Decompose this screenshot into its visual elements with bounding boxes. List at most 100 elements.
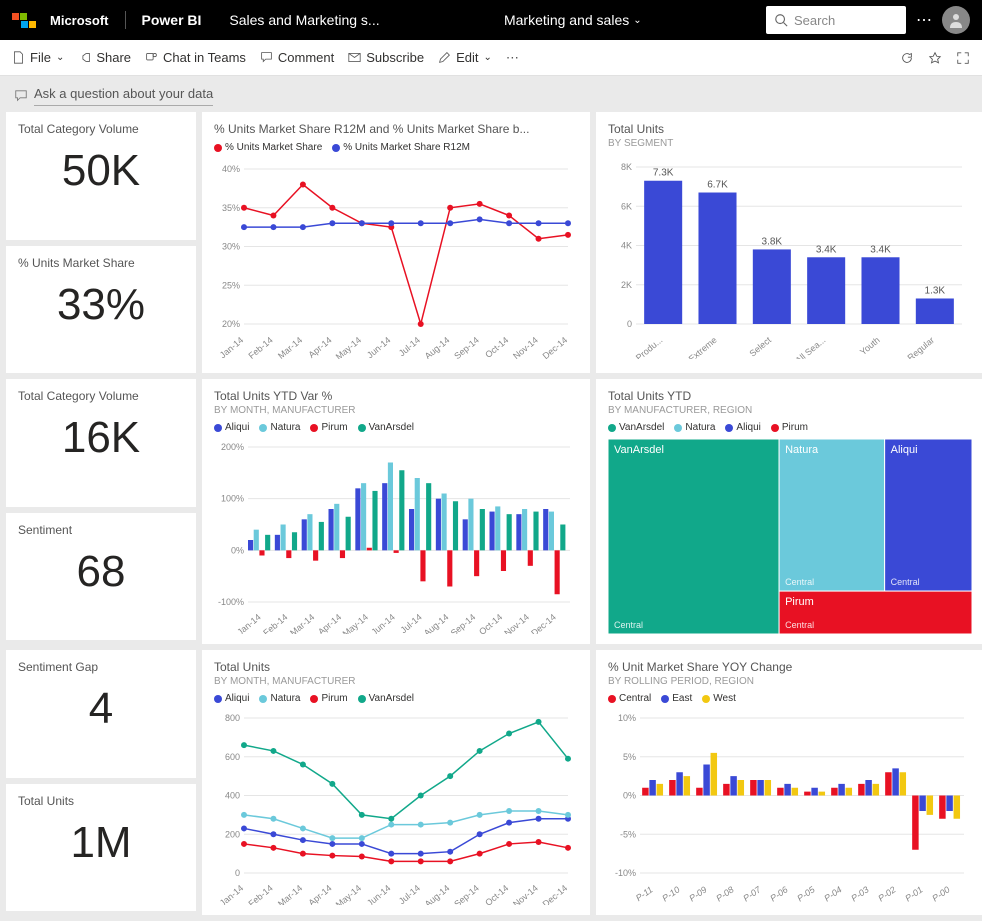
chart-legend: Aliqui Natura Pirum VanArsdel [214,693,578,704]
svg-text:Apr-14: Apr-14 [307,335,334,359]
more-menu[interactable]: ⋯ [506,50,519,66]
legend-item[interactable]: Pirum [310,693,347,704]
svg-text:Feb-14: Feb-14 [261,612,289,634]
grouped-bar-svg: -100%0%100%200%Jan-14Feb-14Mar-14Apr-14M… [214,439,578,634]
legend-item[interactable]: VanArsdel [358,693,414,704]
svg-text:0%: 0% [231,545,244,555]
qna-bar[interactable]: Ask a question about your data [0,76,982,112]
user-avatar[interactable] [942,6,970,34]
kpi-value: 68 [18,547,184,597]
brand: Microsoft Power BI Sales and Marketing s… [12,11,380,29]
chart-units-segment[interactable]: Total Units BY SEGMENT 02K4K6K8K7.3KProd… [596,112,982,373]
kpi-title: Sentiment Gap [18,660,184,674]
svg-text:Feb-14: Feb-14 [246,335,274,359]
legend-item[interactable]: East [661,693,692,704]
svg-text:5%: 5% [623,752,636,762]
legend-item[interactable]: Natura [259,693,300,704]
kpi-market-share[interactable]: % Units Market Share 33% [6,246,196,373]
more-options-button[interactable]: ⋯ [916,10,932,30]
svg-text:Nov-14: Nov-14 [502,612,531,634]
legend-item[interactable]: VanArsdel [358,422,414,433]
edit-button[interactable]: Edit ⌄ [438,50,492,65]
legend-item[interactable]: Natura [674,422,715,433]
legend-item[interactable]: VanArsdel [608,422,664,433]
svg-text:Central: Central [614,620,643,630]
svg-text:20%: 20% [222,319,240,329]
svg-text:3.8K: 3.8K [762,236,783,247]
svg-text:Jan-14: Jan-14 [218,335,246,359]
file-label: File [30,50,51,65]
file-menu[interactable]: File ⌄ [12,50,64,65]
workspace-title[interactable]: Sales and Marketing s... [229,12,379,28]
refresh-icon[interactable] [900,51,914,65]
chart-market-share-line[interactable]: % Units Market Share R12M and % Units Ma… [202,112,590,373]
page-selector[interactable]: Marketing and sales ⌄ [380,12,766,28]
search-placeholder: Search [794,13,835,28]
svg-text:Jul-14: Jul-14 [397,883,422,905]
chart-title: Total Units [608,122,972,136]
svg-text:400: 400 [225,791,240,801]
svg-text:Jan-14: Jan-14 [235,612,263,634]
svg-text:0%: 0% [623,791,636,801]
svg-text:40%: 40% [222,164,240,174]
chevron-down-icon: ⌄ [56,52,64,63]
svg-text:8K: 8K [621,162,632,172]
kpi-title: % Units Market Share [18,256,184,270]
search-icon [774,13,788,27]
chart-yoy-change[interactable]: % Unit Market Share YOY Change BY ROLLIN… [596,650,982,915]
legend-item[interactable]: Aliqui [214,693,249,704]
svg-text:10%: 10% [618,713,636,723]
comment-icon [260,51,273,64]
product-label[interactable]: Power BI [142,12,202,28]
chart-subtitle: BY MONTH, MANUFACTURER [214,405,578,416]
legend-item[interactable]: Pirum [771,422,808,433]
svg-text:Aliqui: Aliqui [891,444,918,456]
legend-item[interactable]: % Units Market Share [214,142,322,153]
kpi-value: 16K [18,413,184,463]
microsoft-logo-icon-row2 [21,21,36,28]
svg-text:6K: 6K [621,201,632,211]
kpi-value: 50K [18,146,184,196]
bar-chart-svg: 02K4K6K8K7.3KProdu...6.7KExtreme3.8KSele… [608,149,972,359]
svg-text:P-06: P-06 [768,884,789,903]
svg-text:Oct-14: Oct-14 [483,883,510,905]
kpi-value: 33% [18,280,184,330]
command-bar: File ⌄ Share Chat in Teams Comment Subsc… [0,40,982,76]
kpi-total-units[interactable]: Total Units 1M [6,784,196,911]
svg-text:Mar-14: Mar-14 [288,612,316,634]
kpi-sentiment[interactable]: Sentiment 68 [6,513,196,640]
kpi-title: Sentiment [18,523,184,537]
favorite-icon[interactable] [928,51,942,65]
chart-treemap-ytd[interactable]: Total Units YTD BY MANUFACTURER, REGION … [596,379,982,644]
svg-text:25%: 25% [222,280,240,290]
chat-teams-button[interactable]: Chat in Teams [145,50,246,65]
kpi-sentiment-gap[interactable]: Sentiment Gap 4 [6,650,196,778]
legend-item[interactable]: Aliqui [725,422,760,433]
legend-item[interactable]: Natura [259,422,300,433]
chart-title: Total Units YTD [608,389,972,403]
chat-label: Chat in Teams [163,50,246,65]
svg-text:Jun-14: Jun-14 [365,883,393,905]
kpi-total-category-volume-1[interactable]: Total Category Volume 50K [6,112,196,240]
chart-units-month[interactable]: Total Units BY MONTH, MANUFACTURER Aliqu… [202,650,590,915]
chart-ytd-var[interactable]: Total Units YTD Var % BY MONTH, MANUFACT… [202,379,590,644]
svg-text:Aug-14: Aug-14 [423,335,452,359]
legend-item[interactable]: Central [608,693,651,704]
line-chart-svg: 0200400600800Jan-14Feb-14Mar-14Apr-14May… [214,710,578,905]
legend-item[interactable]: % Units Market Share R12M [332,142,470,153]
kpi-title: Total Category Volume [18,122,184,136]
qna-text: Ask a question about your data [34,86,213,106]
svg-text:May-14: May-14 [334,335,363,359]
subscribe-button[interactable]: Subscribe [348,50,424,65]
kpi-total-category-volume-2[interactable]: Total Category Volume 16K [6,379,196,507]
share-button[interactable]: Share [78,50,131,65]
legend-item[interactable]: Pirum [310,422,347,433]
svg-text:200: 200 [225,829,240,839]
comment-button[interactable]: Comment [260,50,334,65]
legend-item[interactable]: Aliqui [214,422,249,433]
pencil-icon [438,51,451,64]
search-input[interactable]: Search [766,6,906,34]
legend-item[interactable]: West [702,693,736,704]
svg-text:1.3K: 1.3K [925,285,946,296]
fullscreen-icon[interactable] [956,51,970,65]
